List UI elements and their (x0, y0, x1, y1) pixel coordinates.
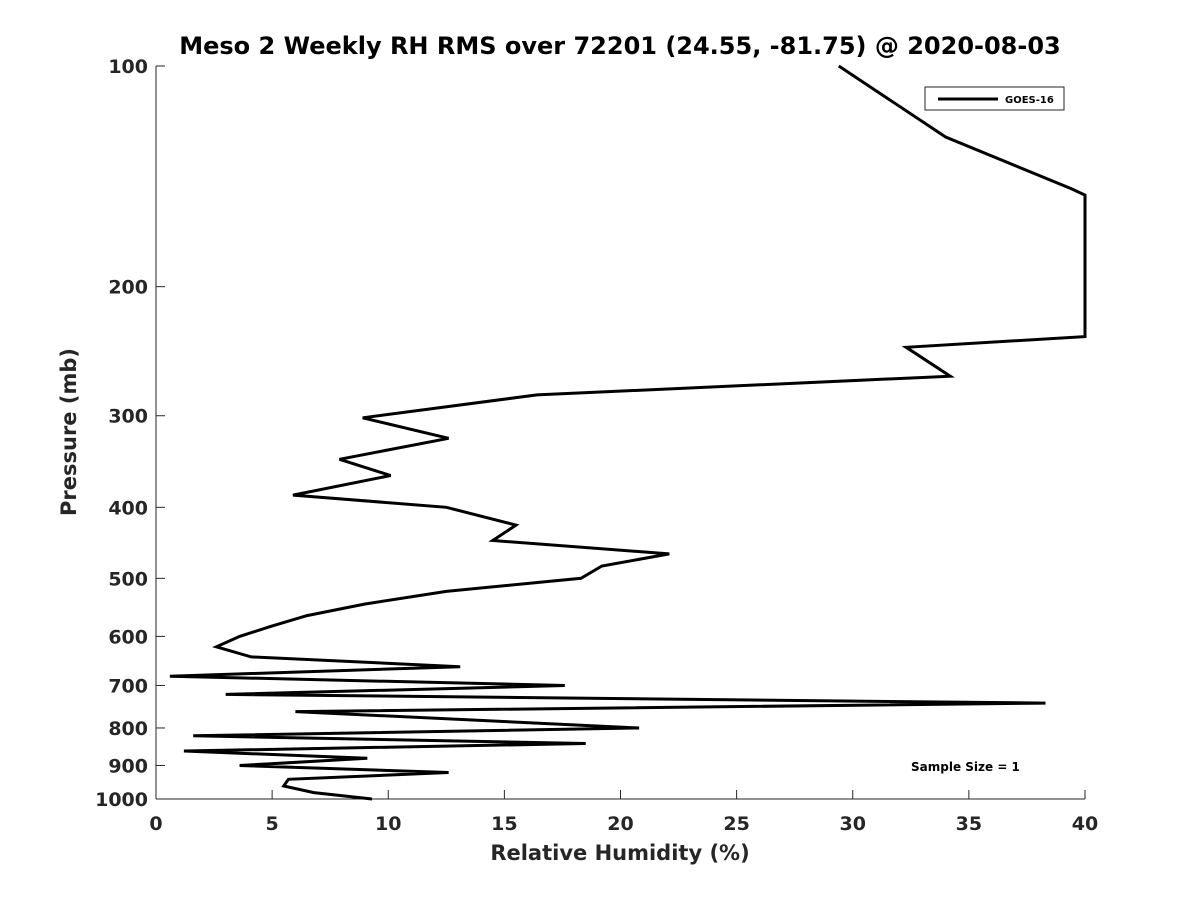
x-tick-label: 20 (607, 813, 633, 835)
y-tick-label: 1000 (95, 789, 148, 811)
y-tick-label: 800 (108, 718, 148, 740)
y-tick-label: 900 (108, 755, 148, 777)
y-tick-label: 500 (108, 568, 148, 590)
x-ticks: 0 5 10 15 20 25 30 35 40 (149, 790, 1098, 835)
x-tick-label: 25 (723, 813, 749, 835)
series-line-goes16 (169, 64, 1087, 801)
x-tick-label: 15 (491, 813, 517, 835)
sample-size-annotation: Sample Size = 1 (911, 760, 1020, 774)
y-tick-label: 600 (108, 626, 148, 648)
y-tick-label: 700 (108, 675, 148, 697)
x-tick-label: 30 (840, 813, 866, 835)
legend[interactable]: GOES-16 (924, 86, 1065, 111)
x-tick-label: 35 (956, 813, 982, 835)
y-tick-label: 200 (108, 277, 148, 299)
y-tick-label: 400 (108, 497, 148, 519)
x-axis-label: Relative Humidity (%) (490, 841, 749, 865)
y-tick-label: 100 (108, 56, 148, 78)
y-axis-label: Pressure (mb) (57, 348, 81, 516)
y-tick-label: 300 (108, 406, 148, 428)
x-tick-label: 0 (149, 813, 162, 835)
x-tick-label: 40 (1072, 813, 1098, 835)
x-tick-label: 5 (266, 813, 279, 835)
y-ticks: 100 200 300 400 500 600 700 800 900 1000 (95, 56, 165, 811)
plot-frame (155, 66, 1085, 800)
legend-entry-label: GOES-16 (1005, 95, 1054, 106)
x-tick-label: 10 (375, 813, 401, 835)
chart-title: Meso 2 Weekly RH RMS over 72201 (24.55, … (179, 32, 1061, 60)
